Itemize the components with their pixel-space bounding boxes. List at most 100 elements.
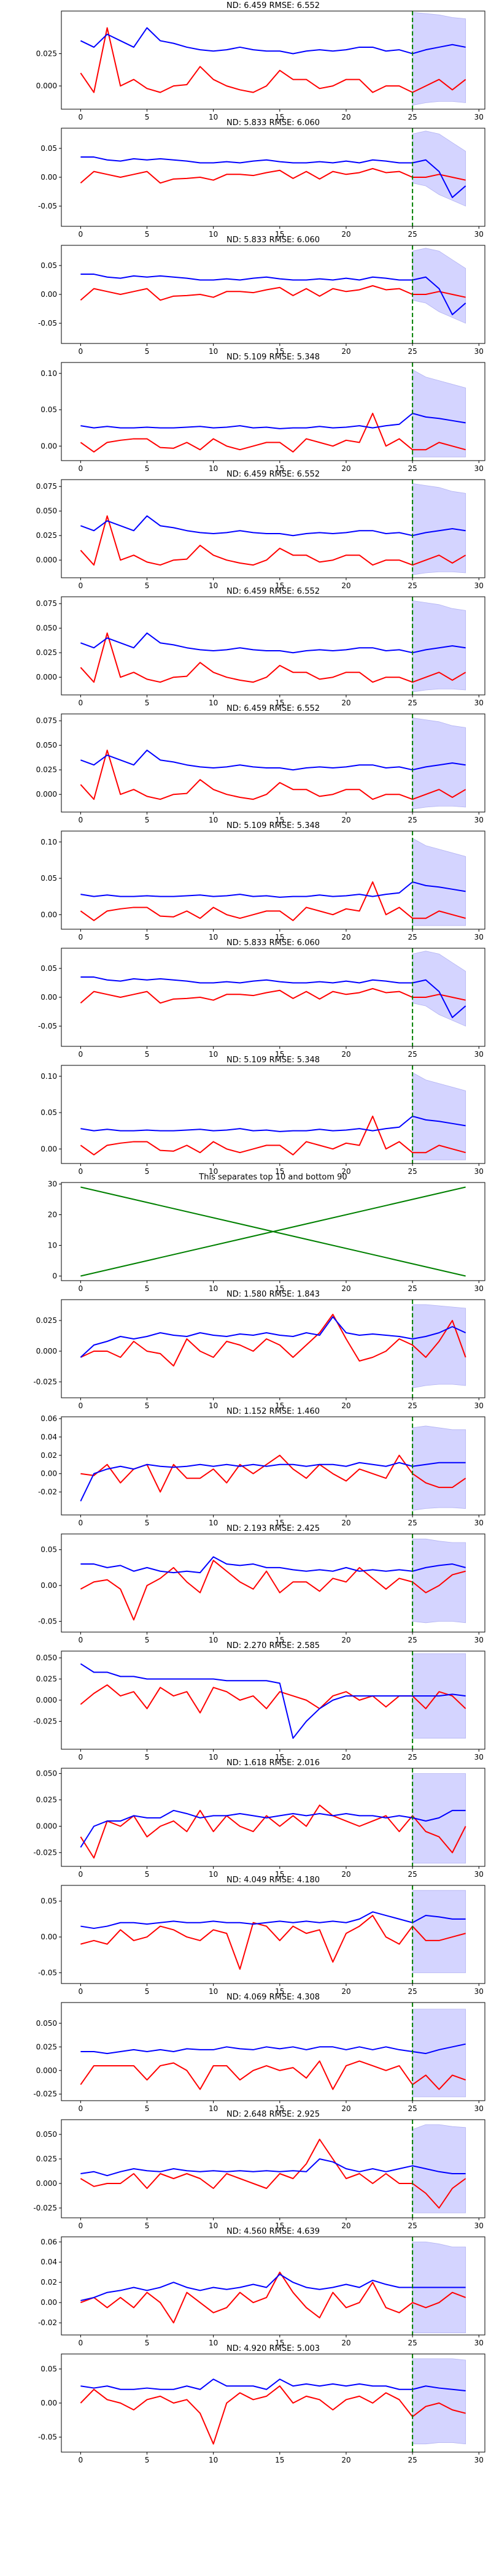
- y-tick-label: 0.10: [41, 838, 57, 846]
- x-tick-label: 25: [408, 1519, 417, 1527]
- subplot-10: ND: 5.109 RMSE: 5.348 0.00 0.05 0.10 0 5 10 15 2…: [41, 1056, 485, 1176]
- x-tick-label: 20: [341, 2456, 350, 2464]
- x-tick-label: 30: [474, 1870, 484, 1879]
- x-tick-label: 20: [341, 347, 350, 356]
- x-tick-label: 30: [474, 113, 484, 121]
- y-tick-label: 0.05: [41, 1897, 57, 1906]
- target-series-line: [80, 632, 466, 683]
- x-tick-label: 15: [275, 2104, 284, 2113]
- x-tick-label: 10: [209, 1519, 218, 1527]
- y-tick-label: 0.050: [36, 507, 57, 515]
- prediction-interval-band: [412, 1890, 466, 1973]
- forecast-series-line: [80, 976, 466, 1018]
- y-tick-label: -0.05: [38, 319, 57, 328]
- x-tick-label: 25: [408, 581, 417, 590]
- x-tick-label: 25: [408, 2339, 417, 2347]
- x-tick-label: 15: [275, 2456, 284, 2464]
- target-series-line: [80, 515, 466, 566]
- x-tick-label: 10: [209, 1636, 218, 1644]
- forecast-series-line: [80, 632, 466, 654]
- y-tick-label: 0.025: [36, 1675, 57, 1684]
- x-tick-label: 0: [79, 1401, 83, 1410]
- y-tick-label: 0.00: [41, 2399, 57, 2407]
- axes-frame: [61, 1416, 485, 1516]
- subplot-title: ND: 6.459 RMSE: 6.552: [226, 587, 320, 596]
- x-tick-label: 5: [145, 1401, 150, 1410]
- prediction-interval-band: [412, 600, 466, 692]
- subplot-21: ND: 4.920 RMSE: 5.003 -0.05 0.00 0.05 0 5 10 15…: [38, 2344, 485, 2464]
- y-tick-label: 0.050: [36, 2019, 57, 2028]
- x-tick-label: 0: [79, 2221, 83, 2230]
- x-tick-label: 20: [341, 699, 350, 707]
- x-tick-label: 15: [275, 1753, 284, 1761]
- forecast-series-line: [80, 2158, 466, 2177]
- x-tick-label: 5: [145, 1167, 150, 1176]
- x-tick-label: 15: [275, 1519, 284, 1527]
- forecast-series-line: [80, 2379, 466, 2391]
- x-tick-label: 5: [145, 2339, 150, 2347]
- y-tick-label: 0.075: [36, 716, 57, 725]
- subplot-15: ND: 2.270 RMSE: 2.585 -0.025 0.000 0.025 0.0…: [33, 1641, 485, 1761]
- subplot-1: ND: 6.459 RMSE: 6.552 0.000 0.025 0 5 10 15 20 2…: [36, 1, 485, 121]
- y-tick-label: 0.000: [36, 82, 57, 90]
- x-tick-label: 30: [474, 1050, 484, 1059]
- x-tick-label: 5: [145, 347, 150, 356]
- x-tick-label: 0: [79, 1987, 83, 1996]
- forecast-series-line: [80, 1316, 466, 1358]
- x-tick-label: 5: [145, 816, 150, 824]
- x-tick-label: 30: [474, 1284, 484, 1293]
- y-tick-label: 0.00: [41, 993, 57, 1002]
- x-tick-label: 20: [341, 1987, 350, 1996]
- subplot-title: ND: 5.833 RMSE: 6.060: [226, 236, 320, 245]
- forecast-series-line: [80, 881, 466, 898]
- target-series-line: [80, 1684, 466, 1714]
- x-tick-label: 20: [341, 816, 350, 824]
- x-tick-label: 0: [79, 1167, 83, 1176]
- y-tick-label: -0.025: [33, 2090, 57, 2098]
- x-tick-label: 10: [209, 1167, 218, 1176]
- x-tick-label: 0: [79, 2456, 83, 2464]
- subplot-title: ND: 5.109 RMSE: 5.348: [226, 821, 320, 830]
- x-tick-label: 5: [145, 1870, 150, 1879]
- subplot-3: ND: 5.833 RMSE: 6.060 -0.05 0.00 0.05 0 5 10 15…: [38, 236, 485, 356]
- prediction-interval-band: [412, 131, 466, 207]
- y-tick-label: 0.00: [41, 1933, 57, 1941]
- x-tick-label: 20: [341, 1167, 350, 1176]
- x-tick-label: 0: [79, 1284, 83, 1293]
- y-tick-label: 0.04: [41, 1433, 57, 1441]
- axes-frame: [61, 362, 485, 461]
- x-tick-label: 30: [474, 699, 484, 707]
- forecast-series-line: [80, 274, 466, 315]
- y-tick-label: 0.025: [36, 531, 57, 540]
- y-tick-label: 0.000: [36, 2179, 57, 2188]
- y-tick-label: 0.05: [41, 1546, 57, 1554]
- x-tick-label: 10: [209, 230, 218, 239]
- subplot-title: ND: 5.833 RMSE: 6.060: [226, 938, 320, 948]
- x-tick-label: 5: [145, 1636, 150, 1644]
- x-tick-label: 30: [474, 1519, 484, 1527]
- x-tick-label: 10: [209, 464, 218, 473]
- subplot-title: ND: 1.152 RMSE: 1.460: [226, 1407, 320, 1416]
- x-tick-label: 5: [145, 1987, 150, 1996]
- y-tick-label: 30: [48, 1180, 57, 1189]
- y-tick-label: 0.00: [41, 2298, 57, 2307]
- y-tick-label: 0.00: [41, 173, 57, 182]
- y-tick-label: 0.05: [41, 964, 57, 973]
- target-series-line: [80, 167, 466, 184]
- x-tick-label: 10: [209, 1753, 218, 1761]
- y-tick-label: -0.05: [38, 2433, 57, 2442]
- subplot-18: ND: 4.069 RMSE: 4.308 -0.025 0.000 0.025 0.0…: [33, 1993, 485, 2113]
- y-tick-label: 0.025: [36, 765, 57, 774]
- x-tick-label: 25: [408, 464, 417, 473]
- y-tick-label: -0.025: [33, 2204, 57, 2212]
- target-series-line: [80, 749, 466, 800]
- y-tick-label: 0.05: [41, 1108, 57, 1117]
- x-tick-label: 5: [145, 2221, 150, 2230]
- axes-frame: [61, 596, 485, 696]
- axes-frame: [61, 479, 485, 578]
- prediction-interval-band: [412, 951, 466, 1027]
- prediction-interval-band: [412, 483, 466, 575]
- subplot-13: ND: 1.152 RMSE: 1.460 -0.02 0.00 0.02 0.04 0.…: [38, 1407, 485, 1527]
- subplot-7: ND: 6.459 RMSE: 6.552 0.000 0.025 0.050 0.07…: [36, 704, 485, 824]
- x-tick-label: 30: [474, 1636, 484, 1644]
